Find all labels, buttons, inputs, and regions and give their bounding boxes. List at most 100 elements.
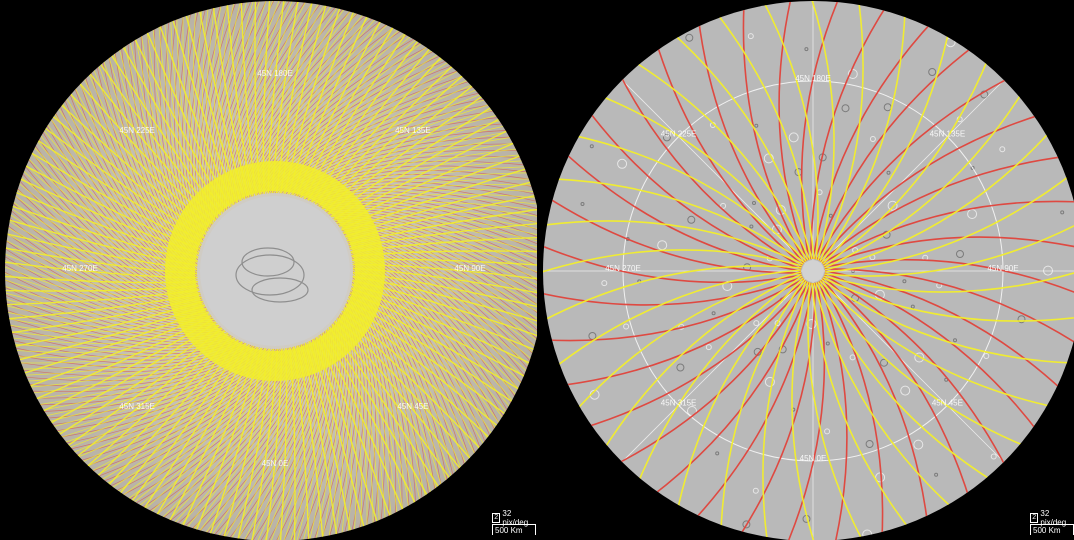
scale-distance: 500 Km [495,526,523,535]
crater [662,133,671,142]
grid-labels-left: 45N 180E 45N 225E 45N 135E 45N 270E 45N 90E 4… [62,69,485,468]
orbit-track [560,148,802,272]
grid-label: 45N 315E [119,402,155,411]
orbit-track [823,274,1010,473]
crater [983,353,990,359]
orbit-track [762,280,807,540]
grid-label: 45N 45E [932,398,963,407]
polar-track-convergence [165,161,385,381]
orbit-track [821,278,929,527]
crater [849,354,856,361]
grid-label: 45N 0E [800,454,827,463]
orbit-track [742,1,806,263]
longitude-line [812,270,1005,463]
crater [687,215,696,224]
orbit-track [635,275,803,489]
crater [902,279,907,284]
crater [742,520,751,529]
grid-label: 45N 180E [257,69,293,78]
crater [749,224,754,229]
orbit-track [600,273,802,455]
crater [910,304,915,309]
polar-map-left[interactable]: 45N 180E 45N 225E 45N 135E 45N 270E 45N 90E 4… [0,0,537,540]
orbit-track [543,278,805,342]
orbit-tracks-right [543,1,1074,540]
orbit-track [818,112,1045,262]
scale-indicator-left: 2 32 pix/deg 500 Km [492,509,536,536]
crater [967,209,978,219]
orbit-track [824,127,1055,271]
crater [934,472,939,477]
orbit-track [810,1,890,260]
crater [711,311,716,316]
orbit-track [629,58,811,260]
orbit-track [581,280,808,430]
crater [1060,210,1065,215]
scale-distance: 500 Km [1033,526,1061,535]
orbit-track [585,106,802,270]
crater [880,358,888,367]
crater [825,341,830,346]
crater [601,280,608,287]
crater [990,453,997,460]
orbit-track [568,133,807,262]
orbit-track [669,29,813,260]
orbit-track [736,282,816,540]
crater [580,202,585,206]
grid-label: 45N 0E [262,459,289,468]
crater [928,68,937,76]
crater [720,202,727,209]
grid-label: 45N 90E [987,264,1018,273]
crater [886,170,891,175]
crater [752,201,756,205]
crater [764,376,775,387]
terrain-feature [251,277,309,303]
crater [685,33,694,42]
grid-label: 45N 180E [795,74,831,83]
crater [774,320,781,327]
orbit-track [543,194,802,274]
orbit-track [824,171,1074,273]
orbit-track [543,242,802,284]
orbit-track [654,39,804,266]
crater [900,385,911,396]
orbit-track [784,282,826,540]
orbit-track [548,178,805,264]
orbit-tracks-left [5,1,537,540]
crater [804,47,809,52]
grid-label: 45N 225E [119,126,155,135]
orbit-track [817,281,1031,449]
crater [752,487,759,494]
crater [956,250,964,258]
map-panel-left: 45N 180E 45N 225E 45N 135E 45N 270E 45N 90E 4… [0,0,537,540]
orbit-track [800,1,842,260]
orbit-track [823,53,991,267]
orbit-track [820,279,884,540]
orbit-track [571,271,802,415]
crater [953,338,957,343]
crater [914,352,925,363]
orbit-track [819,1,864,262]
terrain-feature [241,247,295,277]
longitude-line [621,270,814,463]
orbit-track [791,281,818,540]
crater [747,33,754,40]
crater [828,213,833,218]
crater [753,320,760,327]
resolution-label: 32 pix/deg [1040,508,1067,527]
orbit-track [543,276,803,306]
crater [847,69,858,79]
crater [788,132,799,143]
crater [865,440,874,448]
grid-label: 45N 270E [62,264,98,273]
grid-label: 45N 90E [454,264,485,273]
orbit-track [822,277,1074,322]
crater [754,123,759,128]
grid-label: 45N 135E [395,126,431,135]
polar-map-right[interactable]: 45N 180E 45N 225E 45N 135E 45N 270E 45N 90E 4… [537,0,1074,540]
zoom-level: 2 [1030,512,1039,523]
map-panel-right: 45N 180E 45N 225E 45N 135E 45N 270E 45N 90E 4… [537,0,1074,540]
orbit-track [690,282,814,524]
crater [806,319,817,329]
orbit-track [812,18,936,260]
